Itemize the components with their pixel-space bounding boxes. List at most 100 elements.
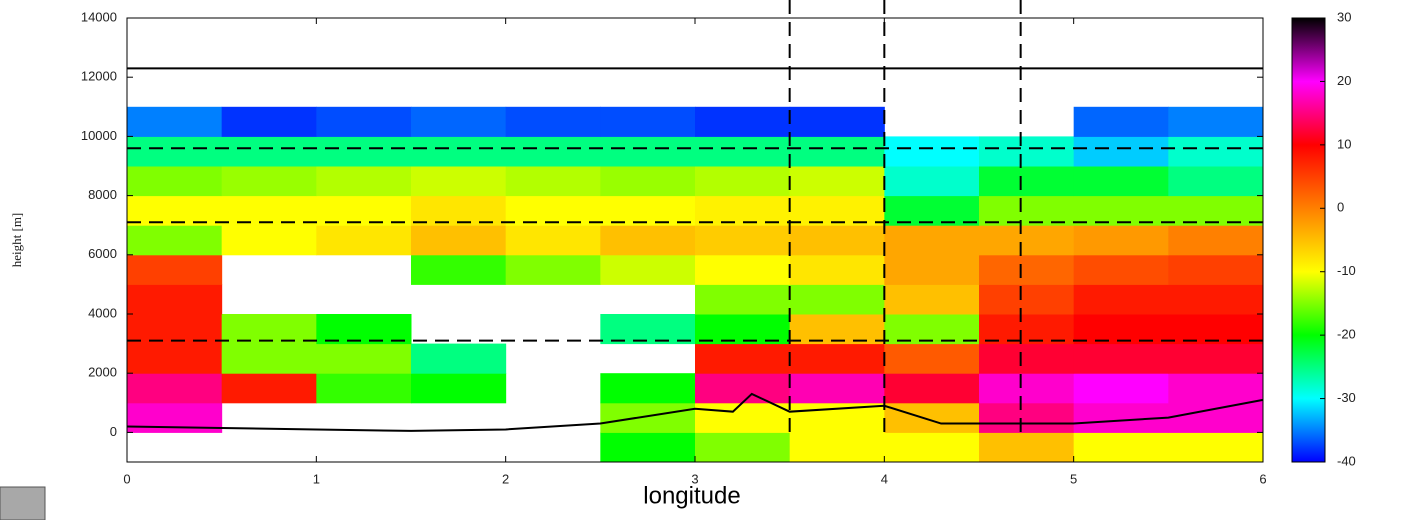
heat-cell [1168, 195, 1264, 226]
heat-cell [884, 254, 980, 285]
y-tick-label: 6000 [88, 246, 117, 261]
heat-cell [600, 106, 696, 137]
heat-cell [316, 373, 412, 404]
heat-cell [789, 284, 885, 315]
y-tick-label: 12000 [81, 69, 117, 84]
heat-cell [505, 106, 601, 137]
x-tick-label: 6 [1259, 471, 1266, 486]
x-tick-label: 1 [313, 471, 320, 486]
heat-cell [411, 136, 507, 167]
heat-cell [884, 166, 980, 197]
heat-cell [600, 314, 696, 345]
colorbar-tick-label: 0 [1337, 200, 1344, 215]
y-tick-label: 2000 [88, 365, 117, 380]
colorbar-tick-label: -40 [1337, 453, 1356, 468]
heat-cell [884, 225, 980, 256]
heat-cell [884, 284, 980, 315]
heat-cell [221, 314, 317, 345]
heat-cell [1168, 254, 1264, 285]
heat-cell [884, 343, 980, 374]
heat-cell [1073, 432, 1169, 463]
heat-cell [316, 225, 412, 256]
heat-cell [505, 254, 601, 285]
heat-cell [127, 136, 223, 167]
ground-line [126, 392, 1264, 432]
heat-cell [221, 343, 317, 374]
x-axis-label: longitude [643, 482, 740, 509]
heat-cell [221, 166, 317, 197]
heat-cell [789, 106, 885, 137]
heat-cell [979, 314, 1075, 345]
heat-cell [695, 432, 791, 463]
heat-cell [221, 373, 317, 404]
colorbar [1291, 17, 1326, 463]
heat-cell [1168, 343, 1264, 374]
heat-cell [979, 432, 1075, 463]
heat-cell [1073, 314, 1169, 345]
heat-cell [1073, 136, 1169, 167]
heat-cell [600, 136, 696, 167]
heat-cell [789, 136, 885, 167]
heat-cell [127, 373, 223, 404]
heat-cell [127, 166, 223, 197]
heat-cell [789, 432, 885, 463]
heat-cell [1168, 402, 1264, 433]
heat-cell [979, 284, 1075, 315]
heat-cell [505, 166, 601, 197]
heat-cell [600, 432, 696, 463]
y-tick-label: 10000 [81, 128, 117, 143]
heat-cell [1073, 254, 1169, 285]
heat-cell [979, 136, 1075, 167]
x-tick-label: 5 [1070, 471, 1077, 486]
heat-cell [1073, 373, 1169, 404]
heat-cell [1168, 432, 1264, 463]
y-axis-label: height [m] [9, 213, 24, 268]
heat-cell [695, 402, 791, 433]
heat-cell [979, 225, 1075, 256]
y-tick-label: 14000 [81, 9, 117, 24]
heat-cell [1168, 284, 1264, 315]
heat-cell [1073, 225, 1169, 256]
heat-cell [316, 136, 412, 167]
colorbar-tick-label: 10 [1337, 136, 1351, 151]
heat-cell [411, 106, 507, 137]
heat-cell [1168, 373, 1264, 404]
heat-cell [127, 225, 223, 256]
heat-cell [884, 195, 980, 226]
heat-cell [600, 166, 696, 197]
heat-cell [600, 373, 696, 404]
heat-cell [127, 343, 223, 374]
heat-cell [1168, 136, 1264, 167]
heat-cell [979, 166, 1075, 197]
x-tick-label: 4 [881, 471, 888, 486]
heat-cell [221, 225, 317, 256]
heat-cell [316, 106, 412, 137]
heat-cell [411, 343, 507, 374]
heat-cell [695, 225, 791, 256]
heat-cell [789, 166, 885, 197]
colorbar-tick-label: -30 [1337, 390, 1356, 405]
heat-cell [695, 284, 791, 315]
heat-cell [979, 343, 1075, 374]
heat-cell [884, 136, 980, 167]
heat-cell [789, 225, 885, 256]
heat-cell [789, 343, 885, 374]
heat-cell [1073, 166, 1169, 197]
heat-cell [316, 314, 412, 345]
colorbar-tick-label: 20 [1337, 73, 1351, 88]
heat-cell [505, 136, 601, 167]
heat-cell [600, 225, 696, 256]
heat-cell [221, 195, 317, 226]
heat-cell [411, 195, 507, 226]
heat-cell [1168, 166, 1264, 197]
heat-cell [1168, 106, 1264, 137]
heat-cell [411, 254, 507, 285]
heat-cell [1168, 314, 1264, 345]
heat-cell [979, 402, 1075, 433]
colorbar-tick-label: 30 [1337, 9, 1351, 24]
y-tick-label: 8000 [88, 187, 117, 202]
heat-cell [1073, 106, 1169, 137]
heat-cell [695, 106, 791, 137]
heat-cell [127, 195, 223, 226]
